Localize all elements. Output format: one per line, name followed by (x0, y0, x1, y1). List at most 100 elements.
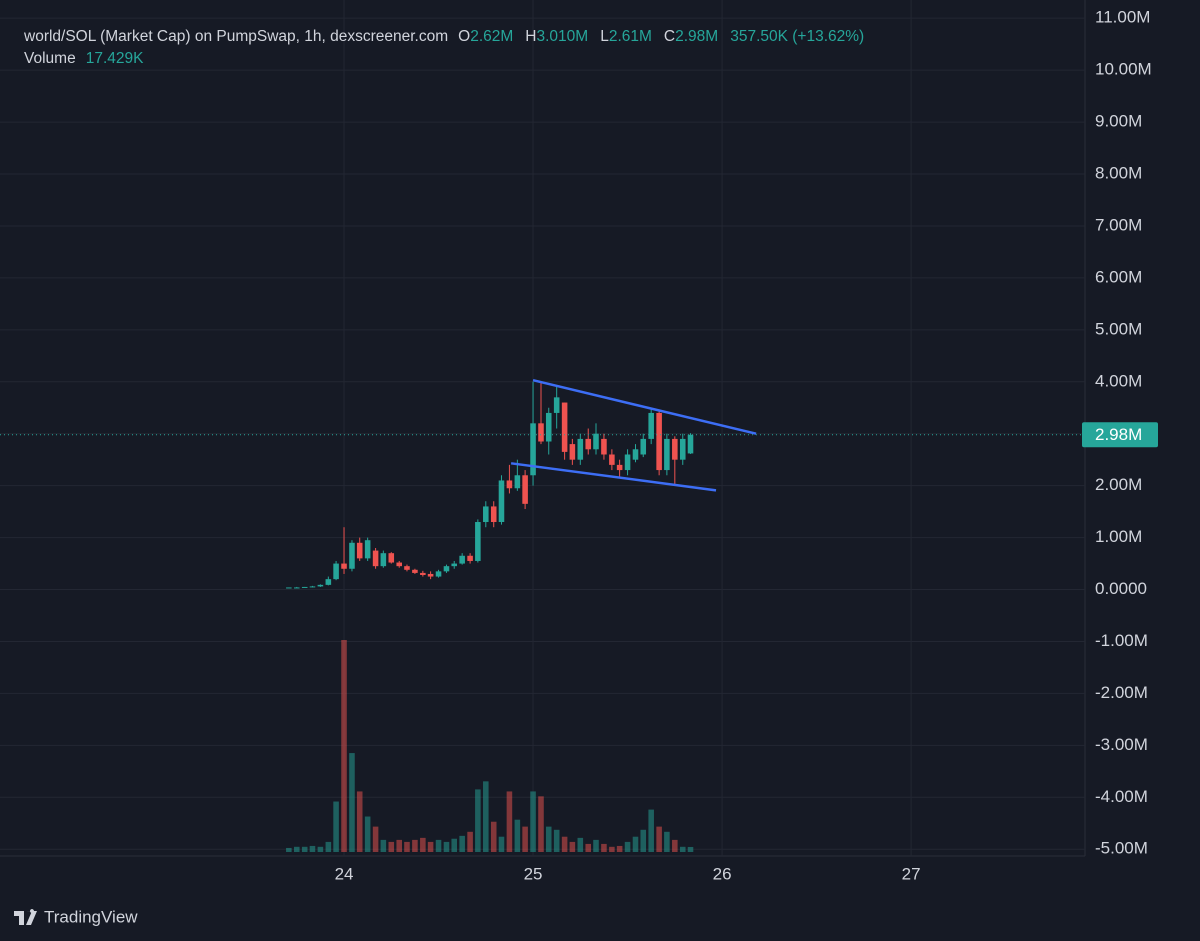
volume-bar (427, 841, 434, 852)
last-price-label: 2.98M (1095, 425, 1142, 444)
x-tick-label: 27 (902, 864, 921, 883)
y-tick-label: 9.00M (1095, 112, 1142, 131)
volume-bar (483, 781, 489, 852)
volume-bar (451, 838, 458, 852)
candle-body (459, 555, 465, 564)
candle-body (687, 434, 694, 454)
candle-body (561, 402, 568, 452)
volume-bar (333, 801, 339, 852)
volume-bar (412, 839, 418, 852)
volume-bar (404, 841, 410, 852)
candle-body (616, 464, 623, 471)
y-tick-label: -5.00M (1095, 839, 1148, 858)
volume-bar (435, 839, 442, 852)
candle-body (577, 438, 584, 460)
candle-layer (286, 381, 694, 589)
y-tick-label: 11.00M (1095, 8, 1150, 27)
volume-bar (577, 837, 584, 852)
brand-logo: TradingView (14, 907, 138, 926)
y-tick-label: -1.00M (1095, 631, 1148, 650)
candle-body (569, 444, 576, 460)
candle-body (420, 572, 426, 575)
ohlc-value: 3.010M (536, 28, 589, 45)
ohlc: O2.62M H3.010M L2.61M C2.98M (458, 28, 730, 45)
axis-layer: 11.00M 10.00M 9.00M 8.00M 7.00M 6.00M 5.00M 4.0… (335, 8, 1158, 883)
ohlc-value: 2.61M (608, 28, 652, 45)
candle-body (301, 586, 308, 588)
volume-bar (356, 791, 363, 852)
volume-bar (632, 836, 639, 852)
trend-line (510, 462, 717, 492)
y-tick-label: -4.00M (1095, 787, 1148, 806)
y-tick-label: -2.00M (1095, 683, 1148, 702)
y-tick-label: 10.00M (1095, 60, 1152, 79)
volume-bar (601, 843, 607, 852)
legend: world/SOL (Market Cap) on PumpSwap, 1h, … (24, 26, 876, 70)
volume-bar (372, 826, 379, 852)
candle-body (333, 563, 339, 580)
candle-body (545, 412, 552, 442)
volume-bar (514, 819, 521, 852)
volume-bar (459, 835, 465, 852)
x-tick-label: 25 (524, 864, 543, 883)
volume-value: 17.429K (85, 50, 144, 67)
volume-bar (293, 846, 300, 852)
candle-body (475, 522, 481, 561)
volume-bar (664, 831, 670, 852)
volume-bar (545, 826, 552, 852)
candle-body (286, 587, 292, 589)
drawing-layer (0, 378, 1085, 492)
volume-bar (380, 839, 387, 852)
volume-bar (569, 841, 576, 852)
legend-row: world/SOL (Market Cap) on PumpSwap, 1h, … (24, 26, 876, 48)
candle-body (585, 438, 592, 450)
candle-body (498, 480, 505, 523)
volume-label: Volume (24, 50, 76, 67)
volume-bar (687, 846, 694, 852)
candle-body (656, 412, 662, 471)
volume-bar (522, 826, 528, 852)
volume-bar (475, 789, 481, 852)
candle-body (506, 480, 513, 489)
volume-bar (364, 816, 371, 852)
volume-bar (593, 839, 599, 852)
volume-bar (506, 791, 513, 852)
last-price-box (1082, 422, 1158, 448)
candle-body (664, 438, 670, 471)
candle-body (640, 438, 647, 455)
ohlc-key: C (663, 28, 676, 45)
y-tick-label: 1.00M (1095, 527, 1142, 546)
candle-body (522, 475, 528, 504)
volume-bar (420, 837, 426, 852)
volume-bar (388, 841, 395, 852)
ohlc-value: 2.98M (675, 28, 719, 45)
candle-body (435, 571, 442, 577)
volume-bar (349, 753, 355, 852)
volume-bar (309, 845, 316, 852)
candle-body (356, 542, 363, 559)
volume-bar (656, 826, 662, 852)
volume-bar (325, 841, 332, 852)
candle-body (443, 566, 450, 572)
volume-bar (538, 796, 544, 852)
candle-body (364, 540, 371, 559)
candle-body (341, 563, 347, 569)
volume-bar (317, 846, 324, 852)
candle-body (530, 423, 536, 476)
volume-bar (443, 841, 450, 852)
volume-bar (624, 841, 631, 852)
volume-bar (286, 847, 292, 852)
ohlc-key: O (458, 28, 471, 45)
candle-body (388, 553, 395, 563)
volume-bar (490, 821, 497, 852)
y-tick-label: 0.0000 (1095, 579, 1147, 598)
volume-layer (286, 640, 694, 852)
legend-title: world/SOL (Market Cap) on PumpSwap, 1h, … (24, 28, 449, 45)
trend-line (532, 378, 757, 435)
y-tick-label: 7.00M (1095, 215, 1142, 234)
volume-bar (301, 846, 308, 852)
candle-body (538, 423, 544, 442)
candle-body (325, 579, 332, 585)
